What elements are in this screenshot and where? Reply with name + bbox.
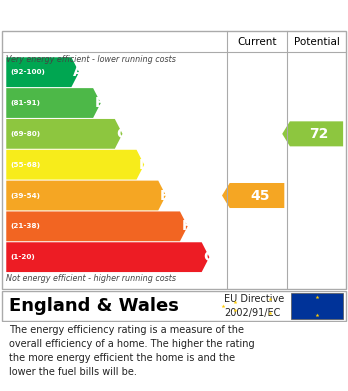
Polygon shape <box>6 150 144 179</box>
Text: (81-91): (81-91) <box>10 100 40 106</box>
Polygon shape <box>282 121 343 146</box>
Text: D: D <box>138 158 150 172</box>
Text: Potential: Potential <box>294 37 339 47</box>
Polygon shape <box>6 88 101 118</box>
Text: E: E <box>160 188 169 203</box>
Polygon shape <box>6 181 166 210</box>
Text: Very energy efficient - lower running costs: Very energy efficient - lower running co… <box>6 55 176 64</box>
Text: England & Wales: England & Wales <box>9 297 179 315</box>
Polygon shape <box>6 242 209 272</box>
Text: Not energy efficient - higher running costs: Not energy efficient - higher running co… <box>6 274 176 283</box>
Text: The energy efficiency rating is a measure of the
overall efficiency of a home. T: The energy efficiency rating is a measur… <box>9 325 254 377</box>
Text: (55-68): (55-68) <box>10 162 41 168</box>
Text: F: F <box>182 219 191 233</box>
Text: 45: 45 <box>250 188 270 203</box>
Text: EU Directive
2002/91/EC: EU Directive 2002/91/EC <box>224 294 285 317</box>
FancyBboxPatch shape <box>291 292 343 319</box>
Text: 72: 72 <box>310 127 329 141</box>
Polygon shape <box>6 119 122 149</box>
Text: A: A <box>73 65 84 79</box>
Text: Current: Current <box>237 37 277 47</box>
Text: (21-38): (21-38) <box>10 223 40 230</box>
Text: G: G <box>204 250 215 264</box>
Text: Energy Efficiency Rating: Energy Efficiency Rating <box>10 8 220 23</box>
Text: (39-54): (39-54) <box>10 192 40 199</box>
Polygon shape <box>6 212 188 241</box>
Polygon shape <box>222 183 284 208</box>
Text: B: B <box>95 96 105 110</box>
Text: (69-80): (69-80) <box>10 131 41 137</box>
Text: (1-20): (1-20) <box>10 254 35 260</box>
Text: C: C <box>117 127 127 141</box>
Text: (92-100): (92-100) <box>10 69 45 75</box>
Polygon shape <box>6 57 79 87</box>
